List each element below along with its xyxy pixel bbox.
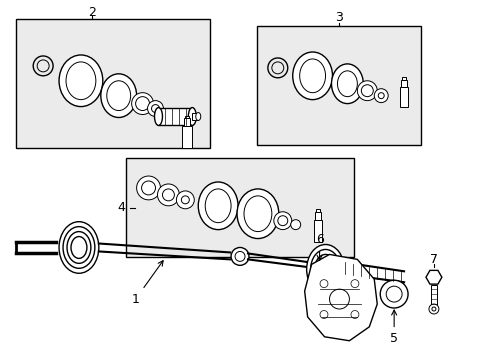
Ellipse shape (299, 59, 325, 93)
Ellipse shape (235, 251, 244, 261)
Bar (16, 19, 210, 148)
Ellipse shape (310, 249, 340, 289)
Polygon shape (425, 270, 441, 284)
Text: 6: 6 (315, 233, 323, 260)
Ellipse shape (292, 52, 332, 100)
Circle shape (157, 184, 179, 206)
Circle shape (290, 220, 300, 230)
Circle shape (273, 212, 291, 230)
Bar (313, 220, 321, 242)
Ellipse shape (188, 108, 196, 125)
Circle shape (377, 93, 384, 99)
Circle shape (151, 105, 159, 113)
Bar (315, 209, 319, 212)
Bar (399, 87, 407, 107)
Circle shape (277, 216, 287, 226)
Circle shape (142, 181, 155, 195)
Bar (256, 26, 420, 145)
Polygon shape (304, 255, 376, 341)
Circle shape (131, 93, 153, 114)
Bar (401, 77, 405, 80)
Ellipse shape (306, 244, 344, 294)
Circle shape (135, 96, 149, 111)
Circle shape (181, 196, 189, 204)
Ellipse shape (154, 108, 162, 125)
Text: 5: 5 (389, 310, 397, 345)
Circle shape (431, 307, 435, 311)
Ellipse shape (106, 81, 130, 111)
Text: 2: 2 (88, 6, 96, 19)
Ellipse shape (67, 231, 91, 264)
Bar (430, 285, 436, 307)
Bar (158, 108, 192, 125)
Text: 3: 3 (335, 11, 343, 24)
Circle shape (319, 311, 327, 319)
Circle shape (136, 176, 160, 200)
Circle shape (350, 311, 358, 319)
Circle shape (373, 89, 387, 103)
Circle shape (386, 286, 401, 302)
Bar (184, 118, 190, 126)
Ellipse shape (314, 255, 336, 284)
Ellipse shape (244, 196, 271, 231)
Circle shape (350, 280, 358, 288)
Ellipse shape (195, 113, 201, 121)
Circle shape (147, 100, 163, 117)
Circle shape (357, 81, 376, 100)
Text: 7: 7 (429, 253, 437, 266)
Ellipse shape (66, 62, 96, 100)
Ellipse shape (71, 237, 87, 258)
Circle shape (428, 304, 438, 314)
Ellipse shape (337, 71, 357, 96)
Ellipse shape (198, 182, 238, 230)
Ellipse shape (59, 222, 99, 273)
Circle shape (176, 191, 194, 209)
Ellipse shape (318, 260, 332, 279)
Bar (400, 80, 406, 87)
Text: 1: 1 (131, 261, 163, 306)
Ellipse shape (231, 247, 248, 265)
Circle shape (329, 289, 349, 309)
Circle shape (380, 280, 407, 308)
Circle shape (319, 280, 327, 288)
Circle shape (361, 85, 372, 96)
Bar (192, 113, 198, 121)
Text: 4: 4 (118, 201, 125, 214)
Bar (314, 212, 320, 220)
Ellipse shape (237, 189, 278, 239)
Circle shape (162, 189, 174, 201)
Ellipse shape (101, 74, 136, 117)
Bar (125, 158, 354, 257)
Bar (182, 126, 192, 148)
Ellipse shape (59, 55, 102, 107)
Ellipse shape (331, 64, 363, 104)
Ellipse shape (63, 227, 95, 268)
Bar (185, 116, 189, 118)
Ellipse shape (205, 189, 231, 223)
